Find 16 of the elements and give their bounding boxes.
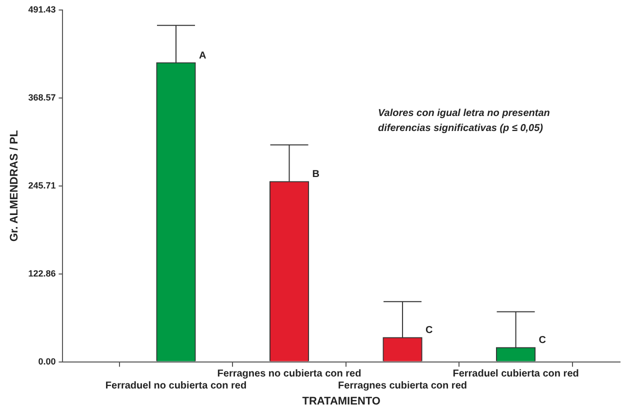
x-tick-label: Ferraduel no cubierta con red	[105, 380, 247, 392]
x-tick-label: Ferragnes cubierta con red	[338, 380, 467, 392]
x-tick-label: Ferraduel cubierta con red	[452, 368, 579, 380]
y-tick-label: 491.43	[28, 4, 56, 14]
y-tick-label: 245.71	[28, 180, 56, 190]
x-axis-title: TRATAMIENTO	[302, 395, 381, 408]
y-tick-label: 122.86	[28, 268, 56, 278]
annotation: C	[426, 325, 433, 336]
y-tick-label: 0.00	[38, 356, 56, 366]
y-axis-title: Gr. ALMENDRAS / PL	[8, 130, 21, 242]
annotation: Valores con igual letra no presentan diferencias significativas (p ≤ 0,05)	[378, 108, 550, 134]
annotation: A	[198, 50, 206, 62]
annotation: C	[538, 335, 546, 346]
x-tick-label: Ferragnes no cubierta con red	[217, 368, 362, 380]
annotation: B	[312, 169, 320, 180]
y-tick-label: 368.57	[28, 92, 56, 102]
